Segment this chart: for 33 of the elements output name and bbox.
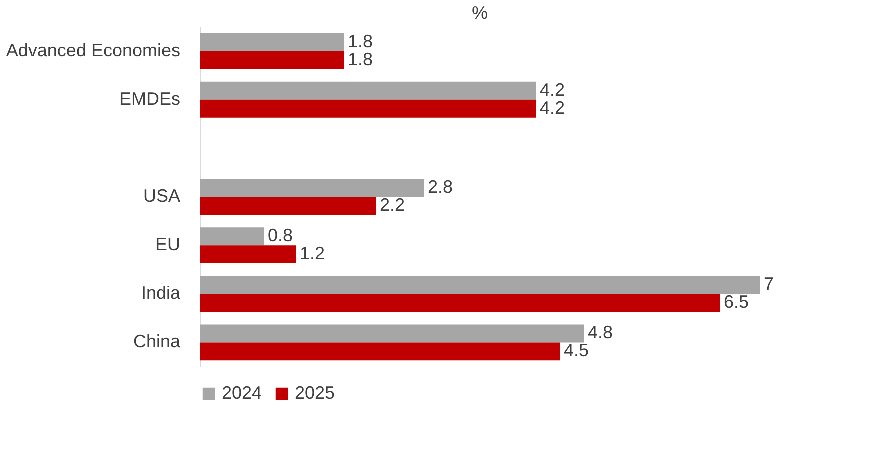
legend-label: 2024 xyxy=(222,383,262,403)
data-label: 7 xyxy=(764,274,774,294)
y-tick-label: India xyxy=(141,283,182,304)
bar xyxy=(200,33,344,52)
bar xyxy=(200,100,536,118)
y-tick-label: EU xyxy=(155,234,180,255)
y-tick-label: USA xyxy=(143,186,180,206)
data-label: 0.8 xyxy=(268,226,294,246)
bar xyxy=(200,51,344,70)
data-label: 2.2 xyxy=(380,194,406,215)
bar xyxy=(200,342,560,361)
data-label: 4.2 xyxy=(540,80,566,100)
y-tick-label: China xyxy=(133,332,182,352)
bar xyxy=(200,82,536,100)
chart-title: % xyxy=(472,3,488,23)
bar xyxy=(200,324,584,343)
data-label: 4.2 xyxy=(540,98,566,118)
data-label: 1.8 xyxy=(348,31,374,52)
data-label: 1.8 xyxy=(348,49,374,70)
bar xyxy=(200,197,376,215)
bar xyxy=(200,228,264,246)
y-tick-label: EMDEs xyxy=(119,88,180,109)
data-label: 4.8 xyxy=(588,322,614,343)
y-tick-label: Advanced Economies xyxy=(6,40,180,60)
data-label: 1.2 xyxy=(300,244,326,264)
legend-label: 2025 xyxy=(295,383,336,403)
bar xyxy=(200,179,424,197)
bar xyxy=(200,294,720,312)
data-label: 6.5 xyxy=(724,292,750,312)
bar xyxy=(200,276,760,294)
data-label: 4.5 xyxy=(564,340,590,361)
bar xyxy=(200,246,296,264)
data-label: 2.8 xyxy=(428,177,454,198)
